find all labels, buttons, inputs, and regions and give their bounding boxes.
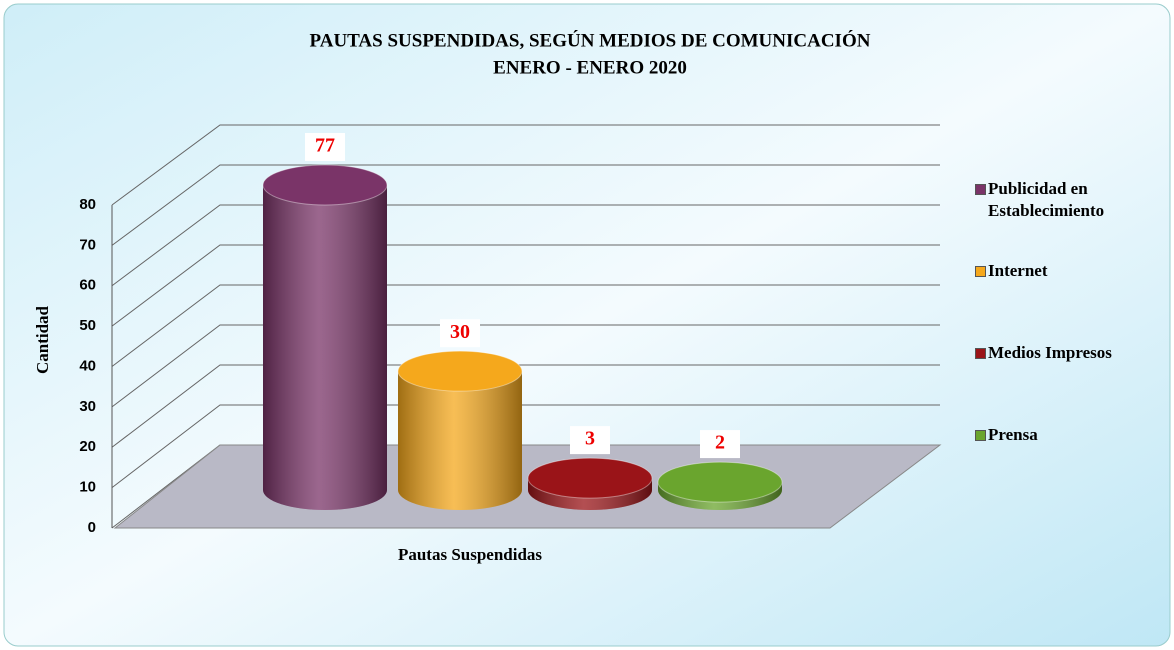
cylinder-shade <box>263 185 387 510</box>
legend-label: Prensa <box>988 425 1038 444</box>
legend-marker <box>975 184 986 195</box>
page: PAUTAS SUSPENDIDAS, SEGÚN MEDIOS DE COMU… <box>0 0 1174 650</box>
y-tick-label: 70 <box>79 236 96 253</box>
cylinder <box>263 165 387 510</box>
cylinder <box>398 351 522 510</box>
y-tick-label: 0 <box>88 519 96 536</box>
y-tick-label: 80 <box>79 196 96 213</box>
chart-subtitle: ENERO - ENERO 2020 <box>493 57 687 78</box>
cylinder-top <box>263 165 387 205</box>
legend-label: Publicidad en Establecimiento <box>988 179 1104 220</box>
cylinder-top <box>398 351 522 391</box>
floor <box>115 445 940 528</box>
cylinder-top <box>528 458 652 498</box>
y-tick-label: 50 <box>79 317 96 334</box>
legend-label: Internet <box>988 261 1047 280</box>
y-tick-label: 20 <box>79 438 96 455</box>
y-tick-label: 40 <box>79 357 96 374</box>
cylinder <box>658 462 782 510</box>
value-label: 30 <box>450 321 470 343</box>
legend-entry: Publicidad en Establecimiento <box>975 178 1165 260</box>
value-label: 3 <box>585 428 595 450</box>
cylinder-shade <box>398 371 522 510</box>
legend-entry: Prensa <box>975 424 1165 506</box>
value-label: 2 <box>715 432 725 454</box>
cylinder-top <box>658 462 782 502</box>
x-axis-label: Pautas Suspendidas <box>398 545 542 564</box>
y-tick-label: 30 <box>79 398 96 415</box>
legend-entry: Internet <box>975 260 1165 342</box>
legend-label: Medios Impresos <box>988 343 1112 362</box>
legend-marker <box>975 430 986 441</box>
legend-marker <box>975 266 986 277</box>
y-tick-label: 10 <box>79 479 96 496</box>
y-tick-label: 60 <box>79 277 96 294</box>
cylinder <box>528 458 652 510</box>
chart-title: PAUTAS SUSPENDIDAS, SEGÚN MEDIOS DE COMU… <box>310 29 871 51</box>
y-axis-label: Cantidad <box>33 305 52 374</box>
value-label: 77 <box>315 135 335 157</box>
legend-entry: Medios Impresos <box>975 342 1165 424</box>
legend-marker <box>975 348 986 359</box>
legend: Publicidad en Establecimiento Internet Med… <box>975 178 1165 506</box>
